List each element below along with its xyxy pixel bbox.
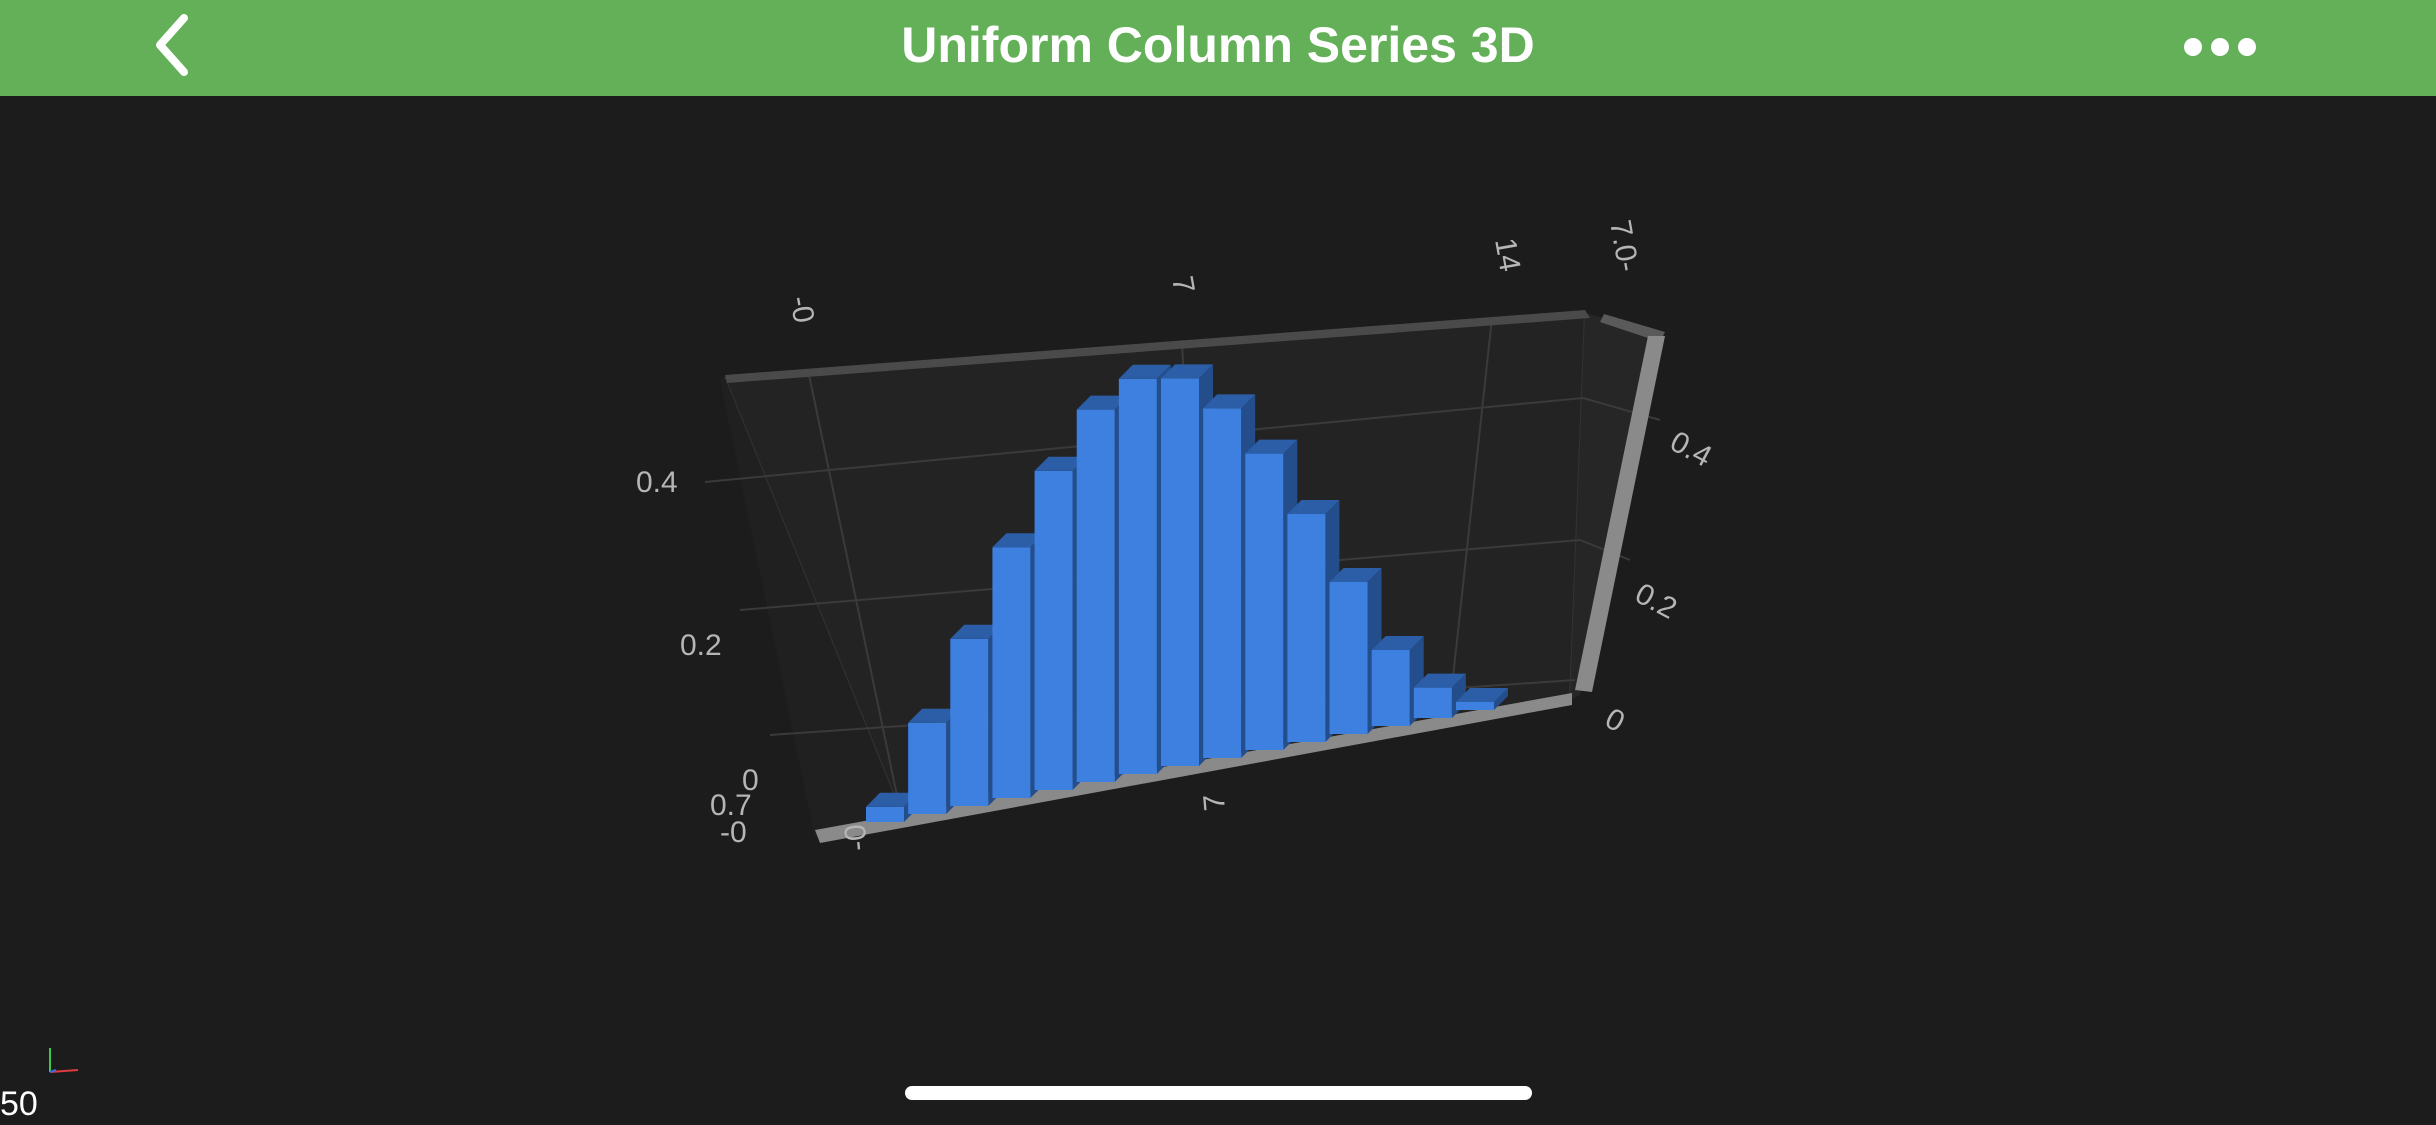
- column-chart-3d[interactable]: -0 7 14 7.0- 0.4 0.2 0.4 0.2 0 0 0.7 -0 …: [0, 96, 2436, 1125]
- column-top: [1287, 500, 1340, 514]
- column-front: [866, 806, 904, 822]
- column-top: [1456, 688, 1508, 702]
- column-13[interactable]: [1371, 636, 1424, 726]
- column-top: [1371, 636, 1424, 650]
- z-left-tick-0: 0: [742, 764, 759, 797]
- column-front: [1287, 514, 1326, 742]
- column-series[interactable]: [866, 364, 1508, 822]
- z-left-tick-0-7: 0.7: [710, 789, 752, 822]
- column-front: [1161, 378, 1199, 766]
- chart-floor: [720, 378, 900, 838]
- nav-bar: Uniform Column Series 3D: [0, 0, 2436, 96]
- column-front: [1456, 702, 1494, 710]
- y-left-tick-0-4: 0.4: [636, 466, 678, 499]
- y-right-tick-0-4: 0.4: [1665, 425, 1717, 474]
- x-front-tick-7: 7: [1198, 793, 1232, 813]
- column-top: [1034, 456, 1087, 471]
- column-top: [1203, 394, 1256, 409]
- x-back-tick-14: 14: [1488, 235, 1526, 274]
- z-left-tick-neg0: -0: [720, 816, 747, 849]
- axis-frame: [725, 310, 1665, 843]
- column-side: [1494, 688, 1508, 710]
- x-front-tick-0: -0: [839, 823, 874, 852]
- column-front: [1034, 470, 1073, 790]
- x-back-tick-end: 7.0-: [1603, 217, 1644, 274]
- column-top: [908, 708, 961, 723]
- back-button[interactable]: [140, 10, 210, 80]
- chart-area[interactable]: -0 7 14 7.0- 0.4 0.2 0.4 0.2 0 0 0.7 -0 …: [0, 96, 2436, 1125]
- column-top: [1118, 364, 1171, 379]
- column-front: [1118, 378, 1157, 774]
- y-right-tick-0-2: 0.2: [1630, 577, 1682, 626]
- more-options-button[interactable]: [2170, 20, 2270, 70]
- column-top: [866, 792, 918, 807]
- column-top: [1413, 673, 1466, 688]
- column-front: [1413, 687, 1452, 718]
- column-14[interactable]: [1413, 673, 1466, 718]
- column-top: [1329, 568, 1382, 582]
- x-back-tick-0: -0: [783, 293, 820, 325]
- column-front: [1203, 408, 1242, 758]
- column-front: [1245, 453, 1284, 750]
- column-top: [1161, 364, 1213, 379]
- column-9[interactable]: [1203, 394, 1256, 758]
- column-top: [992, 533, 1045, 548]
- column-front: [992, 547, 1031, 798]
- column-top: [950, 624, 1003, 639]
- x-back-tick-7: 7: [1165, 273, 1200, 295]
- column-front: [950, 638, 989, 806]
- column-front: [1329, 582, 1368, 734]
- home-indicator[interactable]: [905, 1086, 1532, 1100]
- column-front: [1371, 650, 1410, 726]
- y-left-tick-0-2: 0.2: [680, 629, 722, 662]
- fps-counter: 50: [0, 1085, 38, 1123]
- column-top: [1076, 395, 1129, 410]
- column-top: [1245, 439, 1298, 454]
- column-front: [908, 722, 947, 814]
- column-front: [1076, 409, 1115, 782]
- y-right-tick-0: 0: [1600, 702, 1630, 739]
- chevron-left-icon: [156, 14, 188, 76]
- ellipsis-icon: [2184, 38, 2256, 56]
- column-15[interactable]: [1456, 688, 1508, 710]
- axis-gizmo-icon: [40, 1040, 90, 1080]
- column-11[interactable]: [1287, 500, 1340, 742]
- page-title: Uniform Column Series 3D: [901, 17, 1535, 73]
